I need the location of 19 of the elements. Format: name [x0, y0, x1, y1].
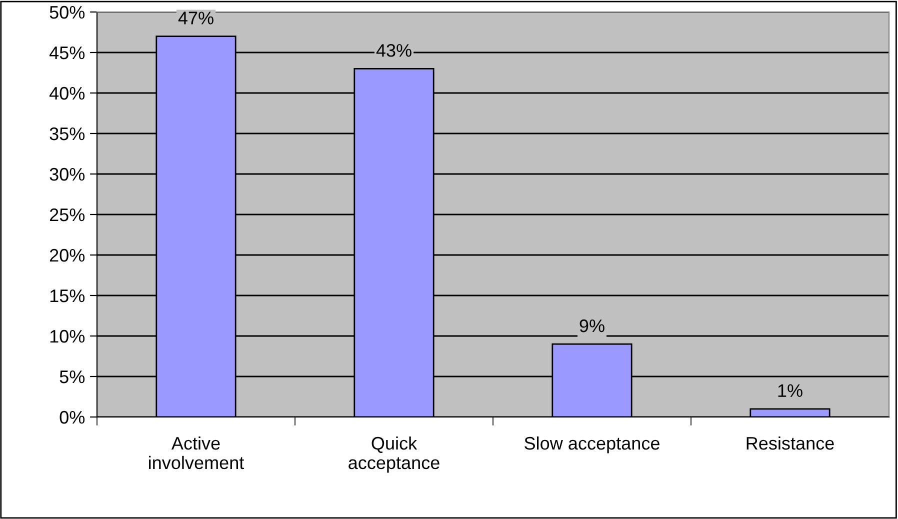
y-tick-label: 45%: [49, 46, 85, 60]
x-tick-label: Slow acceptance: [524, 436, 660, 454]
data-label: 47%: [178, 12, 214, 24]
y-tick-label: 15%: [50, 290, 85, 302]
x-tick-label: Active involvement: [149, 436, 244, 470]
y-tick-label: 40%: [49, 86, 85, 100]
x-tick-label: Resistance: [746, 436, 834, 450]
data-label: 43%: [376, 44, 412, 57]
y-tick-label: 50%: [50, 6, 85, 19]
y-tick-label: 30%: [50, 168, 85, 181]
y-tick-label: 35%: [50, 127, 85, 140]
data-label: 1%: [778, 384, 802, 397]
data-label: 9%: [580, 319, 604, 332]
y-tick-label: 20%: [50, 248, 85, 262]
y-tick-label: 10%: [50, 330, 85, 343]
y-tick-label: 0%: [60, 410, 85, 424]
y-tick-label: 5%: [60, 370, 85, 384]
y-tick-label: 25%: [50, 208, 85, 222]
x-tick-label: Quick acceptance: [348, 436, 440, 473]
